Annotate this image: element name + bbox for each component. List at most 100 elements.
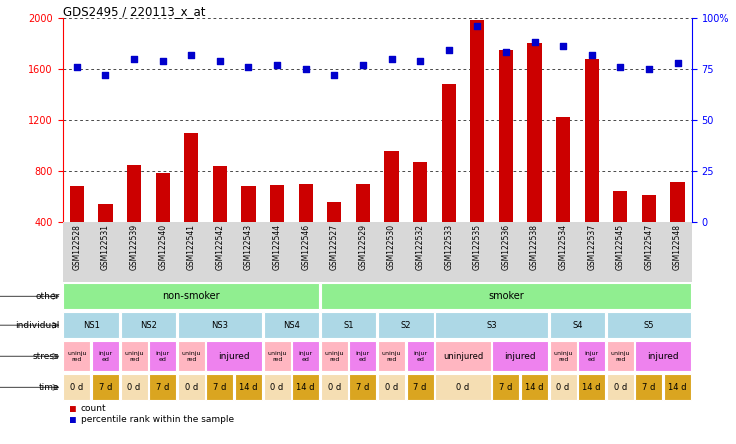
Text: injur
ed: injur ed [413,351,427,362]
Point [586,51,598,58]
Bar [178,341,205,371]
Text: uninju
red: uninju red [67,351,87,362]
Text: GSM122544: GSM122544 [272,224,282,270]
Text: GSM122540: GSM122540 [158,224,167,270]
Bar [607,374,634,400]
Bar [355,184,370,273]
Bar [121,312,176,338]
Bar [263,341,291,371]
Text: NS3: NS3 [211,321,228,330]
Point [99,71,111,79]
Bar [635,374,662,400]
Bar [292,341,319,371]
Bar [350,374,376,400]
Text: 7 d: 7 d [99,383,112,392]
Bar [607,312,691,338]
Text: 0 d: 0 d [614,383,627,392]
Point [386,55,397,62]
Bar [528,44,542,273]
Text: GSM122535: GSM122535 [473,224,482,270]
Text: injur
ed: injur ed [584,351,599,362]
Point [500,49,512,56]
Bar [407,374,434,400]
Bar [235,374,262,400]
Text: 7 d: 7 d [213,383,227,392]
Bar [435,341,491,371]
Bar [327,202,342,273]
Bar [155,174,170,273]
Point [271,61,283,68]
Text: 7 d: 7 d [643,383,656,392]
Text: 0 d: 0 d [127,383,141,392]
Bar [435,374,491,400]
Bar [292,374,319,400]
Text: GSM122533: GSM122533 [445,224,453,270]
Point [185,51,197,58]
Bar [206,374,233,400]
Text: 0 d: 0 d [185,383,198,392]
Text: GSM122529: GSM122529 [358,224,367,270]
Bar [378,312,434,338]
Bar [241,186,255,273]
Bar [263,374,291,400]
Text: S4: S4 [572,321,583,330]
Bar [492,374,520,400]
Text: S5: S5 [644,321,654,330]
Bar [63,374,91,400]
Text: NS4: NS4 [283,321,300,330]
Bar [470,20,484,273]
Bar [263,312,319,338]
Text: 7 d: 7 d [499,383,512,392]
Text: count: count [81,404,107,413]
Text: GSM122542: GSM122542 [216,224,224,270]
Text: injur
ed: injur ed [355,351,370,362]
Bar [299,184,313,273]
Point [472,22,484,29]
Bar [270,185,284,273]
Point [157,57,169,64]
Text: 14 d: 14 d [239,383,258,392]
Bar [321,283,691,309]
Text: 14 d: 14 d [582,383,601,392]
Bar [664,374,691,400]
Bar [635,341,691,371]
Bar [206,341,262,371]
Bar [613,191,628,273]
Point [414,57,426,64]
Bar [321,374,347,400]
Text: GSM122548: GSM122548 [673,224,682,270]
Text: GSM122536: GSM122536 [501,224,511,270]
Text: injured: injured [219,352,250,361]
Bar [521,374,548,400]
Text: percentile rank within the sample: percentile rank within the sample [81,415,234,424]
Text: individual: individual [15,321,60,330]
Bar [442,84,456,273]
Text: GSM122538: GSM122538 [530,224,539,270]
Point [128,55,140,62]
Point [443,47,455,54]
Text: 0 d: 0 d [270,383,283,392]
Bar [384,151,399,273]
Bar [550,374,576,400]
Bar [407,341,434,371]
Text: 14 d: 14 d [526,383,544,392]
Text: injured: injured [504,352,536,361]
Text: GSM122539: GSM122539 [130,224,138,270]
Bar [642,195,656,273]
Text: uninju
red: uninju red [267,351,287,362]
Text: S2: S2 [400,321,411,330]
Text: 7 d: 7 d [356,383,369,392]
Text: GSM122534: GSM122534 [559,224,567,270]
Text: 0 d: 0 d [70,383,83,392]
Text: 14 d: 14 d [668,383,687,392]
Bar [63,283,319,309]
Text: time: time [39,383,60,392]
Text: uninju
red: uninju red [611,351,630,362]
Bar [149,341,176,371]
Point [615,63,626,70]
Bar [121,341,147,371]
Text: GSM122527: GSM122527 [330,224,339,270]
Text: ■: ■ [70,404,76,414]
Bar [321,341,347,371]
Text: 14 d: 14 d [297,383,315,392]
